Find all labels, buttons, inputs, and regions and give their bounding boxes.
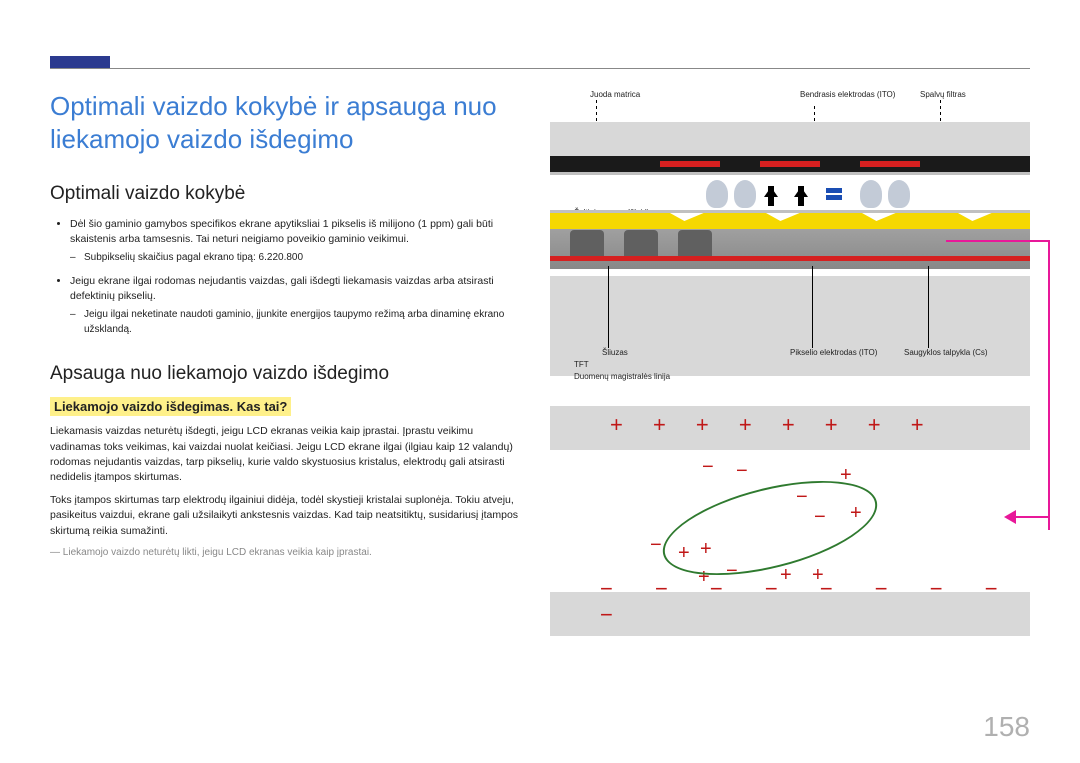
paragraph: Toks įtampos skirtumas tarp elektrodų il… <box>50 493 520 539</box>
section1-heading: Optimali vaizdo kokybė <box>50 183 520 205</box>
label-common-electrode: Bendrasis elektrodas (ITO) <box>800 90 895 99</box>
arrow-up-icon <box>764 180 778 206</box>
bullet-text: Dėl šio gaminio gamybos specifikos ekran… <box>70 218 493 245</box>
layer-top-glass <box>550 122 1030 156</box>
minus-icon: − <box>702 456 714 479</box>
magenta-connector <box>1048 240 1050 530</box>
sub-bullet: Jeigu ilgai neketinate naudoti gaminio, … <box>70 308 520 337</box>
color-filter-segment <box>860 161 920 167</box>
bullet-text: Jeigu ekrane ilgai rodomas nejudantis va… <box>70 275 494 302</box>
arrow-up-icon <box>794 180 808 206</box>
magenta-arrowhead <box>997 510 1016 524</box>
paragraph: Liekamasis vaizdas neturėtų išdegti, jei… <box>50 424 520 485</box>
section2-heading: Apsauga nuo liekamojo vaizdo išdegimo <box>50 363 520 385</box>
label-black-matrix: Juoda matrica <box>590 90 640 99</box>
minus-icon: − <box>650 534 662 557</box>
lc-puff-icon <box>734 180 756 208</box>
minus-icon: − <box>736 460 748 483</box>
bullet: Dėl šio gaminio gamybos specifikos ekran… <box>70 217 520 266</box>
page-number: 158 <box>983 711 1030 743</box>
charge-schematic-diagram: + + + + + + + + − − + − + − − + + − + + … <box>550 406 1030 636</box>
sub-bullet: Subpikselių skaičius pagal ekrano tipą: … <box>70 251 520 266</box>
equals-icon <box>826 188 842 200</box>
label-storage-cap: Saugyklos talpykla (Cs) <box>904 348 988 357</box>
leader-line <box>928 266 929 348</box>
layer-thin <box>550 210 1030 213</box>
section2-subheading: Liekamojo vaizdo išdegimas. Kas tai? <box>50 397 291 416</box>
header-rule <box>50 68 1030 69</box>
color-filter-segment <box>660 161 720 167</box>
label-color-filter: Spalvų filtras <box>920 90 966 99</box>
label-tft: TFT <box>574 360 589 369</box>
layer-mid-gray <box>550 229 1030 269</box>
layer-bottom-glass <box>550 276 1030 376</box>
leader-line <box>608 266 609 348</box>
color-filter-segment <box>760 161 820 167</box>
text-column: Optimali vaizdo kokybė ir apsauga nuo li… <box>50 90 520 636</box>
lc-puff-icon <box>860 180 882 208</box>
diagram-column: Juoda matrica Bendrasis elektrodas (ITO)… <box>550 90 1030 636</box>
footnote: Liekamojo vaizdo neturėtų likti, jeigu L… <box>50 547 520 558</box>
label-gate: Šliuzas <box>602 348 628 357</box>
lcd-cross-section-diagram: Juoda matrica Bendrasis elektrodas (ITO)… <box>550 90 1030 390</box>
layer-red-line <box>550 256 1030 261</box>
bullet: Jeigu ekrane ilgai rodomas nejudantis va… <box>70 274 520 337</box>
minus-symbols-row: − − − − − − − − − <box>600 576 1030 628</box>
header-accent-bar <box>50 56 110 68</box>
plus-symbols-row: + + + + + + + + <box>610 412 936 438</box>
layer-lc-gap <box>550 175 1030 210</box>
magenta-connector <box>1010 516 1050 518</box>
lc-puff-icon <box>706 180 728 208</box>
magenta-connector <box>946 240 1050 242</box>
lc-puff-icon <box>888 180 910 208</box>
leader-line <box>812 266 813 348</box>
layer-yellow-bottom <box>550 213 1030 229</box>
page-title: Optimali vaizdo kokybė ir apsauga nuo li… <box>50 90 520 155</box>
label-pixel-electrode: Pikselio elektrodas (ITO) <box>790 348 877 357</box>
label-data-bus: Duomenų magistralės linija <box>574 372 670 381</box>
